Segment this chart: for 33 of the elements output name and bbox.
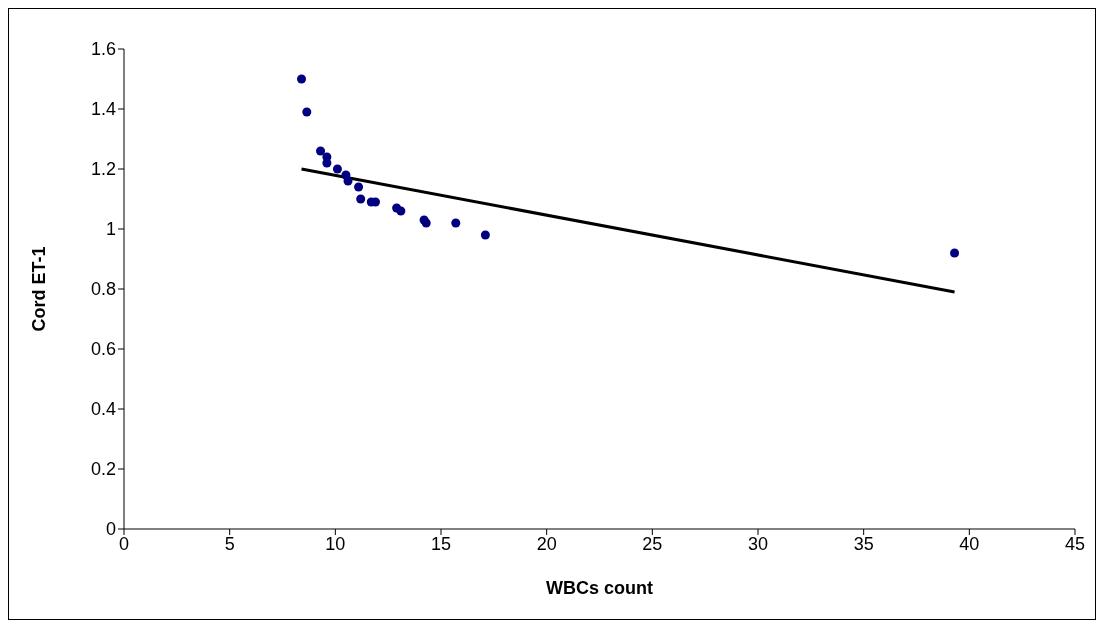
x-tick-label: 25: [642, 533, 663, 554]
point: [332, 164, 342, 174]
x-tick-label: 35: [853, 533, 874, 554]
x-tick-label: 45: [1064, 533, 1086, 554]
y-tick-label: 0: [105, 519, 116, 540]
y-axis-title: Cord ET-1: [29, 246, 50, 332]
y-tick-label: 1: [105, 219, 116, 240]
x-tick-label: 20: [536, 533, 557, 554]
point: [322, 158, 332, 168]
y-tick-label: 1.2: [90, 159, 116, 180]
point: [396, 206, 406, 216]
x-tick-label: 15: [430, 533, 452, 554]
point: [343, 176, 353, 186]
y-tick-label: 0.4: [90, 399, 116, 420]
y-tick-label: 0.8: [90, 279, 116, 300]
y-tick-label: 1.6: [90, 39, 116, 60]
point: [354, 182, 364, 192]
y-tick-label: 0.2: [90, 459, 116, 480]
point: [297, 74, 307, 84]
y-tick-label: 0.6: [90, 339, 116, 360]
point: [451, 218, 461, 228]
point: [316, 146, 326, 156]
x-tick-label: 40: [959, 533, 980, 554]
x-tick-label: 0: [118, 533, 130, 554]
x-axis-title: WBCs count: [546, 578, 653, 598]
point: [356, 194, 366, 204]
y-tick-label: 1.4: [90, 99, 116, 120]
point: [950, 248, 960, 258]
point: [302, 107, 312, 117]
x-tick-label: 5: [224, 533, 235, 554]
x-tick-label: 10: [325, 533, 346, 554]
x-tick-label: 30: [747, 533, 769, 554]
point: [480, 230, 490, 240]
